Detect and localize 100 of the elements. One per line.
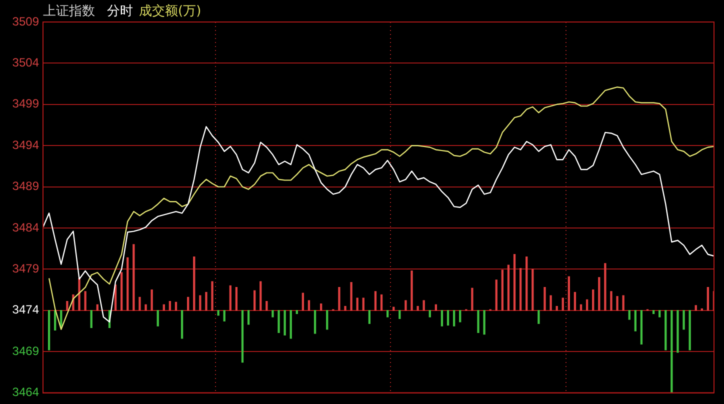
y-tick-label: 3474 (12, 302, 40, 317)
bar (670, 310, 673, 393)
bar (235, 287, 238, 311)
bar (459, 310, 462, 322)
bar (126, 257, 129, 311)
bar (278, 310, 280, 333)
bar (658, 310, 661, 318)
bar (404, 300, 407, 311)
bar (452, 310, 456, 326)
bar (84, 291, 86, 311)
bar (338, 287, 340, 311)
bar (446, 310, 450, 326)
bar (66, 301, 68, 311)
bar (604, 263, 606, 311)
bar (223, 310, 226, 322)
bar (610, 291, 612, 311)
bar (326, 310, 328, 330)
y-tick-label: 3489 (12, 179, 40, 194)
bar (428, 310, 431, 318)
y-tick-label: 3499 (12, 96, 40, 111)
bar (574, 292, 576, 311)
bar (199, 295, 202, 311)
bar (241, 310, 244, 363)
bar (556, 306, 558, 311)
bar (682, 310, 685, 330)
bar (592, 289, 594, 311)
bar (634, 310, 636, 332)
bar (586, 299, 588, 311)
y-tick-label: 3504 (12, 56, 40, 70)
bar (374, 291, 377, 311)
bar (640, 310, 643, 345)
bar (550, 295, 552, 311)
bar (471, 288, 474, 311)
bar (386, 310, 389, 318)
bar (247, 310, 250, 325)
bar (350, 282, 352, 311)
bar (598, 277, 600, 311)
bar (526, 256, 528, 311)
bar (410, 270, 413, 311)
bar (284, 310, 286, 336)
bar (144, 304, 147, 311)
bar (211, 281, 214, 311)
bar (664, 310, 667, 350)
bar (380, 294, 383, 311)
bar (308, 300, 310, 311)
bar (483, 310, 486, 335)
y-tick-label: 3469 (12, 344, 40, 358)
bar (132, 244, 135, 311)
bar (507, 264, 510, 311)
bar (217, 310, 220, 316)
bar (138, 296, 141, 311)
bar (422, 300, 425, 311)
bar (622, 295, 624, 311)
bar (495, 280, 498, 311)
bar (544, 287, 546, 311)
bar (519, 268, 522, 311)
bar (676, 310, 679, 353)
chart-subtitle: 分时 (107, 4, 133, 19)
bar (290, 310, 292, 339)
y-tick-label: 3479 (12, 262, 40, 276)
bar (156, 310, 159, 326)
bar (168, 301, 172, 311)
bar (356, 298, 358, 311)
bar (344, 306, 346, 311)
bar (296, 310, 298, 314)
bar (440, 310, 444, 326)
bar (628, 310, 630, 320)
bar (562, 298, 564, 311)
bar (501, 270, 504, 311)
bar (260, 281, 262, 311)
bar (205, 292, 208, 311)
bar (694, 305, 697, 311)
bar (120, 272, 123, 311)
bar (229, 285, 232, 311)
y-tick-label: 3509 (12, 14, 40, 28)
bar (150, 289, 153, 311)
y-tick-label: 3484 (12, 220, 40, 234)
bar (706, 287, 710, 311)
bar (187, 296, 190, 311)
bar (90, 310, 92, 328)
bar (368, 310, 371, 324)
bar (272, 310, 274, 318)
bar (616, 296, 618, 311)
bar (266, 301, 268, 311)
bar (538, 310, 540, 324)
bar (302, 292, 304, 311)
bar (362, 298, 364, 311)
bar (78, 278, 80, 311)
bar (314, 310, 316, 334)
bar (532, 268, 534, 311)
bar (48, 310, 50, 350)
y-tick-label: 3464 (12, 385, 40, 400)
chart-title: 上证指数 (43, 4, 95, 19)
bar (398, 310, 401, 319)
bar (688, 310, 691, 350)
y-tick-label: 3494 (12, 138, 40, 152)
bar (253, 290, 256, 311)
text: 成交额(万) (139, 4, 202, 19)
bar (477, 310, 480, 333)
bar (193, 256, 196, 311)
